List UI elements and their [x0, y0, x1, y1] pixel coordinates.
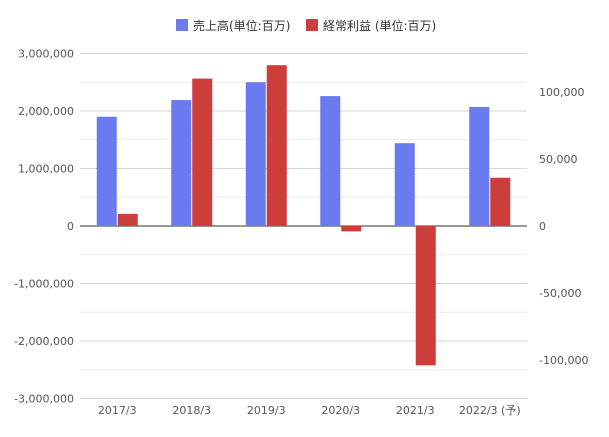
left-axis-tick-label: -2,000,000: [14, 335, 74, 348]
legend-label: 売上高(単位:百万): [193, 18, 290, 33]
bar-ordinary-profit: [117, 213, 138, 226]
x-axis-tick-label: 2019/3: [247, 404, 286, 417]
legend-swatch: [306, 19, 318, 31]
right-axis-tick-label: 100,000: [539, 86, 585, 99]
left-axis-tick-label: 0: [67, 220, 74, 233]
legend: 売上高(単位:百万) 経常利益 (単位:百万): [176, 18, 436, 33]
right-axis-tick-label: -100,000: [539, 354, 588, 367]
bar-sales: [394, 143, 415, 226]
gridlines: [80, 53, 527, 399]
left-axis-tick-label: -3,000,000: [14, 393, 74, 406]
bar-sales: [320, 96, 341, 226]
left-axis-tick-label: 3,000,000: [18, 48, 74, 61]
bar-sales: [96, 116, 117, 226]
right-axis-tick-label: -50,000: [539, 287, 581, 300]
x-axis-tick-label: 2017/3: [98, 404, 137, 417]
bar-sales: [245, 82, 266, 226]
bar-ordinary-profit: [490, 177, 511, 226]
bar-ordinary-profit: [266, 65, 287, 226]
right-axis-tick-label: 0: [539, 220, 546, 233]
legend-label: 経常利益 (単位:百万): [323, 18, 436, 33]
x-axis-tick-label: 2021/3: [396, 404, 435, 417]
right-axis: 100,000 50,000 0 -50,000 -100,000: [539, 86, 588, 367]
x-axis: 2017/3 2018/3 2019/3 2020/3 2021/3 2022/3 (予): [98, 404, 521, 417]
left-axis-tick-label: 1,000,000: [18, 163, 74, 176]
bars: [96, 65, 511, 366]
legend-item: 売上高(単位:百万): [176, 18, 290, 33]
legend-item: 経常利益 (単位:百万): [306, 18, 436, 33]
left-axis: 3,000,000 2,000,000 1,000,000 0 -1,000,000 -2…: [14, 48, 74, 406]
x-axis-tick-label: 2022/3 (予): [459, 404, 521, 417]
legend-swatch: [176, 19, 188, 31]
x-axis-tick-label: 2018/3: [172, 404, 211, 417]
left-axis-tick-label: -1,000,000: [14, 278, 74, 291]
bar-sales: [171, 100, 192, 226]
bar-ordinary-profit: [341, 226, 362, 232]
left-axis-tick-label: 2,000,000: [18, 105, 74, 118]
x-axis-tick-label: 2020/3: [321, 404, 360, 417]
right-axis-tick-label: 50,000: [539, 153, 578, 166]
bar-ordinary-profit: [415, 226, 436, 366]
bar-sales: [469, 106, 490, 226]
bar-ordinary-profit: [192, 78, 213, 226]
